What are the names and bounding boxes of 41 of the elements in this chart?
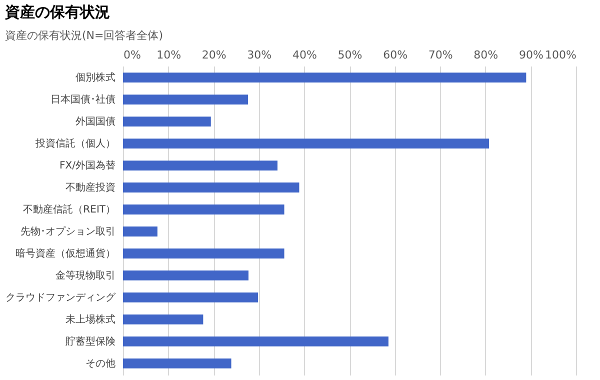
y-tick-label: 金等現物取引 xyxy=(56,269,116,282)
x-tick-label: 40% xyxy=(292,48,317,62)
y-tick-label: 暗号資産（仮想通貨） xyxy=(16,247,116,260)
x-tick-label: 70% xyxy=(428,48,453,62)
bar xyxy=(123,204,284,214)
x-tick-label: 80% xyxy=(474,48,498,62)
y-tick-label: 投資信託（個人） xyxy=(34,138,116,150)
x-tick-label: 50% xyxy=(338,48,362,62)
x-tick-label: 30% xyxy=(247,48,272,62)
chart-title: 資産の保有状況 xyxy=(4,3,110,21)
bar xyxy=(123,292,258,302)
bar xyxy=(123,248,284,258)
x-tick-label: 0% xyxy=(124,48,141,62)
y-tick-label: 先物･オプション取引 xyxy=(20,225,116,238)
bar xyxy=(123,138,490,148)
y-tick-label: 貯蓄型保険 xyxy=(66,335,116,348)
bar xyxy=(123,358,232,368)
y-tick-label: クラウドファンディング xyxy=(6,292,116,304)
x-tick-label: 10% xyxy=(156,48,182,62)
y-tick-label: 外国国債 xyxy=(76,116,116,128)
y-tick-label: 日本国債･社債 xyxy=(50,94,116,106)
bar xyxy=(123,336,388,346)
y-tick-label: 不動産投資 xyxy=(66,182,116,194)
bar xyxy=(123,72,526,82)
bar xyxy=(123,160,278,170)
bar xyxy=(123,116,211,126)
bar xyxy=(123,182,300,192)
bar xyxy=(123,314,204,324)
y-tick-label: 未上場株式 xyxy=(66,313,116,326)
x-tick-label: 100% xyxy=(545,48,576,62)
bar xyxy=(123,270,248,280)
y-tick-label: FX/外国為替 xyxy=(60,160,116,172)
chart-subtitle: 資産の保有状況(N=回答者全体) xyxy=(5,29,164,42)
bar xyxy=(123,226,158,236)
x-tick-label: 60% xyxy=(383,48,408,62)
x-tick-label: 20% xyxy=(202,48,226,62)
y-tick-label: その他 xyxy=(86,357,116,370)
bar xyxy=(123,94,248,104)
y-tick-label: 不動産信託（REIT） xyxy=(23,204,116,216)
x-tick-label: 90% xyxy=(518,48,544,62)
y-tick-label: 個別株式 xyxy=(76,72,116,84)
